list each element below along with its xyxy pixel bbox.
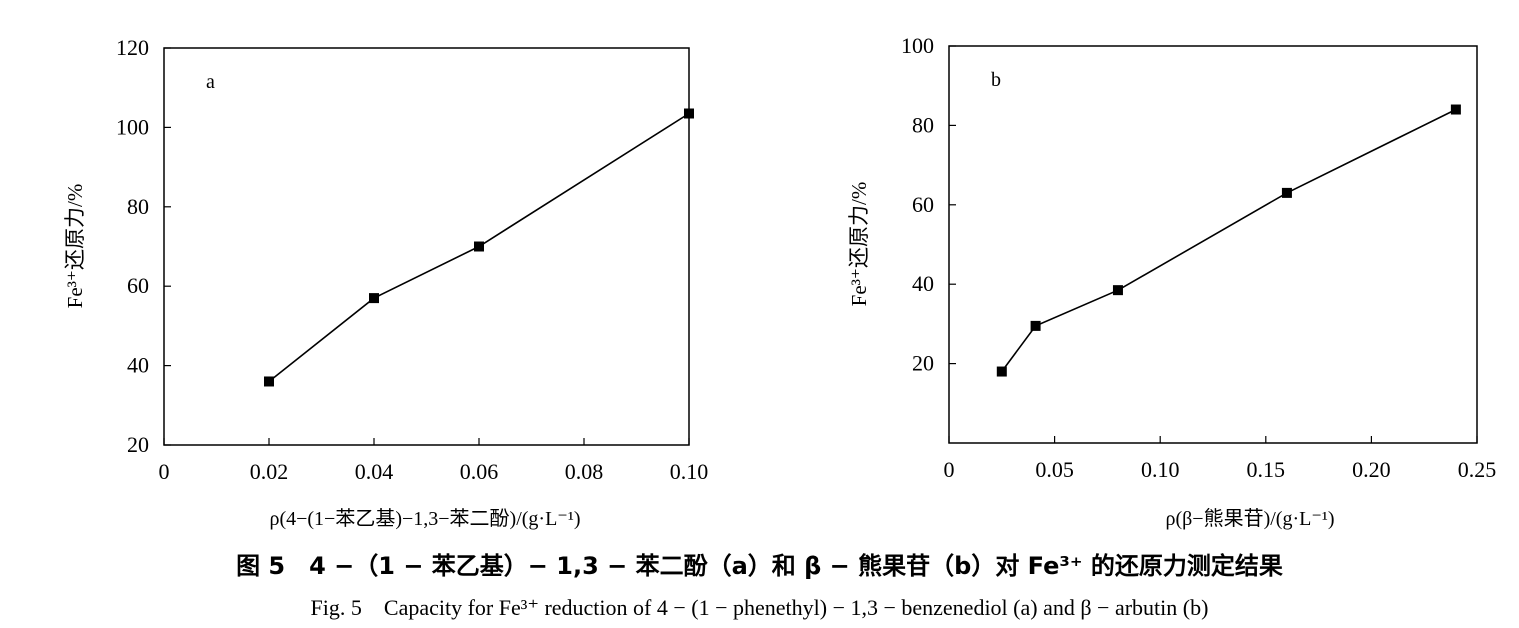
plot-frame bbox=[163, 47, 690, 446]
y-tick-label: 80 bbox=[912, 112, 934, 137]
data-point bbox=[369, 293, 379, 304]
x-tick-label: 0.15 bbox=[1247, 457, 1286, 482]
x-axis-label: ρ(4−(1−苯乙基)−1,3−苯二酚)/(g·L⁻¹) bbox=[269, 507, 580, 530]
x-tick-label: 0 bbox=[159, 459, 170, 484]
series-line bbox=[268, 112, 690, 383]
x-tick-label: 0.10 bbox=[1141, 457, 1180, 482]
panel-letter: a bbox=[206, 71, 215, 93]
data-point bbox=[1281, 187, 1292, 198]
x-tick-label: 0.08 bbox=[565, 459, 604, 484]
data-point bbox=[996, 366, 1007, 377]
y-tick-label: 100 bbox=[116, 114, 149, 139]
data-point bbox=[1030, 320, 1041, 331]
x-axis-label: ρ(β−熊果苷)/(g·L⁻¹) bbox=[1165, 507, 1334, 530]
data-point bbox=[1450, 104, 1461, 115]
y-tick-label: 100 bbox=[901, 33, 934, 58]
data-point bbox=[684, 108, 694, 119]
panel-letter: b bbox=[991, 69, 1001, 91]
chart-a: 0 0.02 0.04 0.06 0.08 0.10 20 40 60 80 100 120 a Fe³⁺… bbox=[63, 35, 708, 530]
data-point bbox=[474, 241, 484, 252]
data-point bbox=[264, 376, 274, 387]
x-tick-label: 0 bbox=[944, 457, 955, 482]
caption-chinese: 图 5 4 −（1 − 苯乙基）− 1,3 − 苯二酚（a）和 β − 熊果苷（… bbox=[236, 552, 1283, 580]
y-tick-label: 20 bbox=[912, 351, 934, 376]
x-tick-label: 0.05 bbox=[1035, 457, 1074, 482]
x-tick-label: 0.10 bbox=[670, 459, 709, 484]
y-tick-label: 40 bbox=[127, 353, 149, 378]
series-line bbox=[1001, 108, 1457, 372]
chart-b: 0 0.05 0.10 0.15 0.20 0.25 20 40 60 80 100 b Fe³⁺还原力… bbox=[847, 33, 1496, 530]
y-tick-label: 80 bbox=[127, 194, 149, 219]
caption-english: Fig. 5 Capacity for Fe³⁺ reduction of 4 … bbox=[310, 595, 1209, 620]
y-tick-label: 20 bbox=[127, 432, 149, 457]
x-tick-label: 0.25 bbox=[1458, 457, 1497, 482]
x-tick-label: 0.20 bbox=[1352, 457, 1391, 482]
y-axis-label: Fe³⁺还原力/% bbox=[847, 182, 871, 307]
y-tick-label: 40 bbox=[912, 271, 934, 296]
x-tick-label: 0.04 bbox=[355, 459, 394, 484]
x-tick-label: 0.02 bbox=[250, 459, 289, 484]
y-axis-label: Fe³⁺还原力/% bbox=[63, 184, 87, 309]
y-tick-label: 60 bbox=[127, 273, 149, 298]
y-tick-label: 60 bbox=[912, 192, 934, 217]
plot-frame bbox=[948, 45, 1478, 444]
data-point bbox=[1112, 285, 1123, 296]
y-tick-label: 120 bbox=[116, 35, 149, 60]
x-tick-label: 0.06 bbox=[460, 459, 499, 484]
